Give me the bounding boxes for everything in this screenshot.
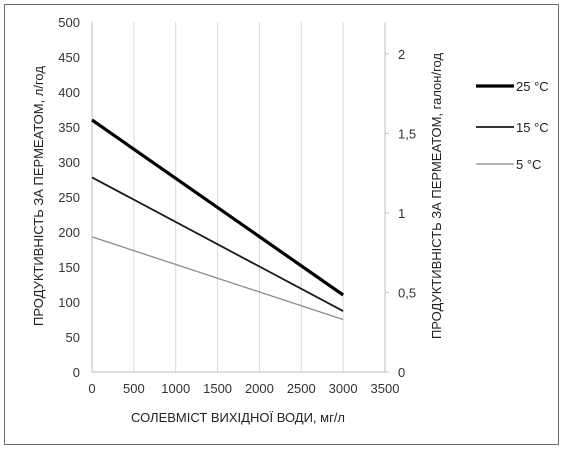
- x-tick-label: 3000: [329, 381, 358, 396]
- y2-axis-title: ПРОДУКТИВНІСТЬ ЗА ПЕРМЕАТОМ, галон/год: [429, 53, 444, 340]
- series-lines: [91, 118, 345, 321]
- legend-label-2: 5 °C: [516, 157, 541, 172]
- x-tick-label: 2500: [287, 381, 316, 396]
- y2-tick-label: 1,5: [398, 126, 416, 141]
- y-tick-label: 400: [58, 85, 80, 100]
- legend: 25 °C 15 °C 5 °C: [476, 79, 549, 172]
- series-line-0: [91, 118, 345, 297]
- y-tick-label: 350: [58, 120, 80, 135]
- x-axis-title: СОЛЕВМІСТ ВИХІДНОЇ ВОДИ, мг/л: [131, 410, 345, 425]
- y-tick-labels: 0 50 100 150 200 250 300 350 400 450 500: [58, 15, 80, 380]
- x-tick-labels: 0 500 1000 1500 2000 2500 3000 3500: [88, 381, 399, 396]
- y-axis-title: ПРОДУКТИВНІСТЬ ЗА ПЕРМЕАТОМ, л/год: [31, 66, 46, 326]
- y-tick-label: 200: [58, 225, 80, 240]
- y-tick-label: 100: [58, 295, 80, 310]
- x-tick-label: 1500: [203, 381, 232, 396]
- y2-tick-label: 0: [398, 365, 405, 380]
- series-line-1: [91, 176, 344, 312]
- y2-tick-label: 1: [398, 206, 405, 221]
- x-tick-label: 2000: [245, 381, 274, 396]
- x-tick-label: 0: [88, 381, 95, 396]
- y2-tick-label: 2: [398, 47, 405, 62]
- y-tick-label: 450: [58, 50, 80, 65]
- legend-label-0: 25 °C: [516, 79, 549, 94]
- x-tick-label: 3500: [371, 381, 400, 396]
- y-tick-label: 300: [58, 155, 80, 170]
- series-line-2: [91, 236, 344, 321]
- y-tick-label: 500: [58, 15, 80, 30]
- grid-lines: [91, 22, 386, 372]
- axes: [91, 22, 386, 373]
- y-tick-label: 250: [58, 190, 80, 205]
- y2-tick-labels: 0 0,5 1 1,5 2: [385, 47, 416, 380]
- y-tick-label: 150: [58, 260, 80, 275]
- y-tick-label: 0: [73, 365, 80, 380]
- legend-label-1: 15 °C: [516, 120, 549, 135]
- x-tick-label: 1000: [161, 381, 190, 396]
- x-tick-label: 500: [123, 381, 145, 396]
- y2-tick-label: 0,5: [398, 285, 416, 300]
- y-tick-label: 50: [66, 330, 80, 345]
